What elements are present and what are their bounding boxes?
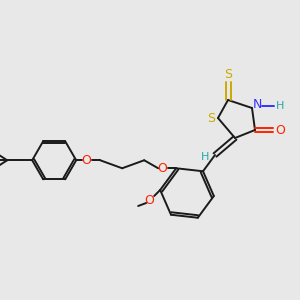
Text: S: S [207,112,215,124]
Text: O: O [157,162,167,175]
Text: H: H [276,101,284,111]
Text: O: O [275,124,285,136]
Text: N: N [252,98,262,110]
Text: O: O [81,154,91,167]
Text: H: H [201,152,209,162]
Text: O: O [144,194,154,208]
Text: S: S [224,68,232,82]
